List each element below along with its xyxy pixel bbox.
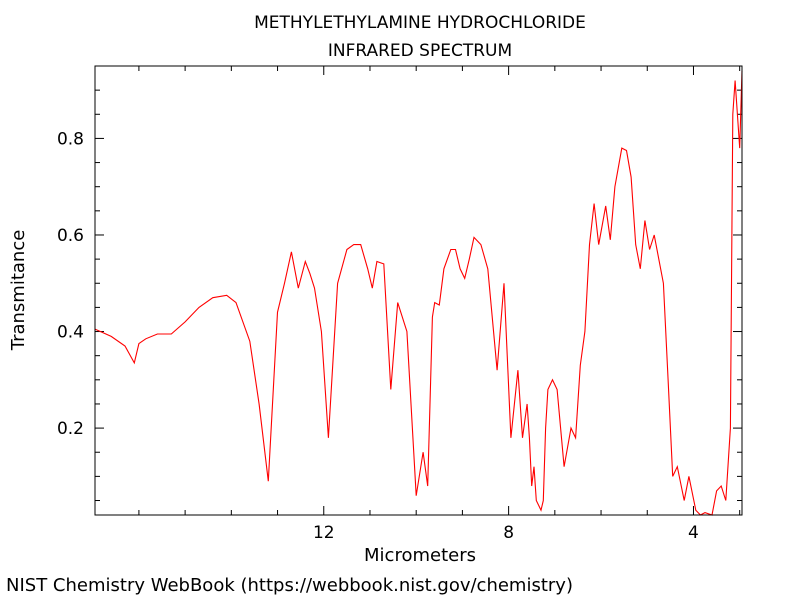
- source-footer: NIST Chemistry WebBook (https://webbook.…: [6, 575, 573, 596]
- chart-subtitle: INFRARED SPECTRUM: [328, 41, 512, 61]
- y-axis-label: Transmitance: [8, 230, 29, 352]
- plot-frame: [94, 65, 743, 516]
- chart-title: METHYLETHYLAMINE HYDROCHLORIDE: [254, 13, 586, 33]
- x-tick-label: 4: [688, 523, 699, 543]
- axis-ticks: [95, 65, 742, 515]
- y-tick-label: 0.8: [57, 129, 84, 149]
- y-tick-label: 0.6: [57, 226, 84, 246]
- x-tick-labels: 12 8 4: [313, 523, 699, 543]
- y-tick-labels: 0.2 0.4 0.6 0.8: [57, 129, 84, 439]
- x-tick-label: 12: [313, 523, 335, 543]
- x-axis-label: Micrometers: [364, 545, 476, 566]
- spectrum-line: [94, 70, 743, 516]
- ir-spectrum-chart: METHYLETHYLAMINE HYDROCHLORIDE INFRARED …: [8, 13, 743, 566]
- x-tick-label: 8: [503, 523, 514, 543]
- y-tick-label: 0.4: [57, 323, 84, 343]
- y-tick-label: 0.2: [57, 419, 84, 439]
